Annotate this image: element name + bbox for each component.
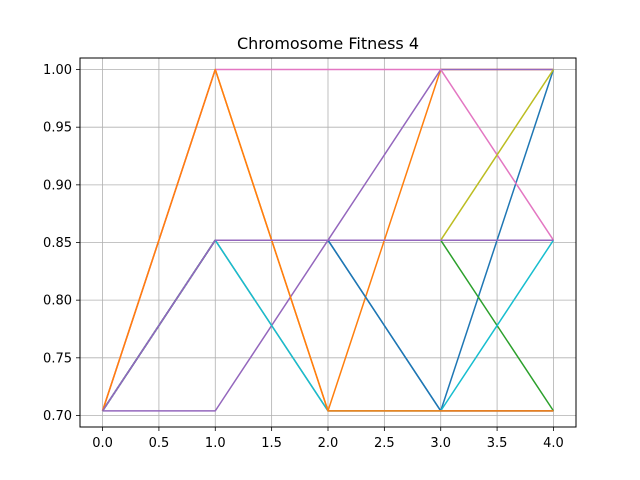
gridlines xyxy=(80,58,576,427)
y-tick-label: 0.70 xyxy=(43,409,72,424)
x-tick-label: 2.5 xyxy=(374,436,395,451)
y-tick-label: 0.90 xyxy=(43,178,72,193)
y-tick-label: 0.95 xyxy=(43,121,72,136)
x-tick-label: 2.0 xyxy=(318,436,339,451)
x-tick-label: 0.0 xyxy=(92,436,113,451)
x-tick-label: 0.5 xyxy=(149,436,170,451)
y-tick-label: 0.85 xyxy=(43,236,72,251)
x-tick-label: 3.5 xyxy=(487,436,508,451)
x-tick-label: 4.0 xyxy=(543,436,564,451)
series-line-12 xyxy=(101,68,554,412)
x-tick-label: 1.0 xyxy=(205,436,226,451)
x-axis: 0.0 0.5 1.0 1.5 2.0 2.5 3.0 3.5 4.0 xyxy=(92,427,564,451)
y-tick-label: 0.80 xyxy=(43,294,72,309)
series-lines xyxy=(101,68,555,412)
chart-title: Chromosome Fitness 4 xyxy=(237,34,419,53)
x-tick-label: 1.5 xyxy=(261,436,282,451)
x-tick-label: 3.0 xyxy=(430,436,451,451)
y-axis: 0.70 0.75 0.80 0.85 0.90 0.95 1.00 xyxy=(43,63,80,424)
y-tick-label: 0.75 xyxy=(43,351,72,366)
y-tick-label: 1.00 xyxy=(43,63,72,78)
series-line-13 xyxy=(101,239,554,412)
